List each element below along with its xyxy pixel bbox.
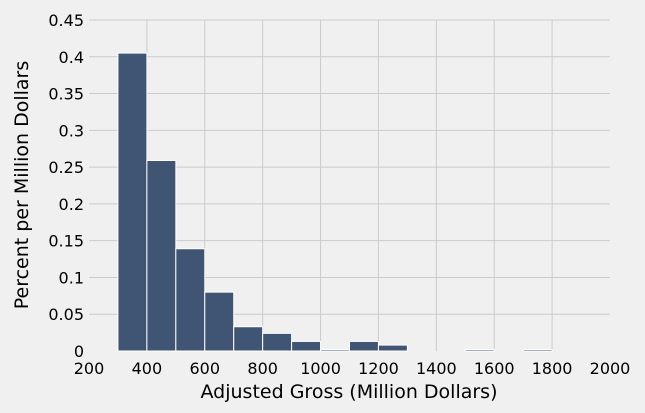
y-tick-label: 0 [74, 342, 84, 361]
x-tick-label: 1600 [474, 359, 515, 378]
x-tick-label: 600 [190, 359, 221, 378]
y-tick-label: 0.4 [59, 48, 84, 67]
histogram-bar [175, 248, 206, 352]
histogram-bar [377, 344, 408, 352]
y-axis-label: Percent per Million Dollars [11, 61, 33, 310]
histogram-bar [204, 291, 235, 352]
histogram-bars [117, 52, 553, 352]
y-tick-label: 0.3 [59, 121, 84, 140]
y-tick-label: 0.1 [59, 268, 84, 287]
y-tick-label: 0.35 [48, 85, 84, 104]
histogram-bar [320, 349, 350, 352]
y-tick-label: 0.15 [48, 232, 84, 251]
x-tick-label: 200 [74, 359, 105, 378]
x-tick-label: 2000 [590, 359, 631, 378]
histogram-bar [464, 349, 495, 352]
x-tick-label: 1400 [416, 359, 457, 378]
histogram-bar [522, 349, 553, 352]
x-tick-label: 1000 [300, 359, 341, 378]
x-axis-tick-labels: 200 400 600 800 1000 1200 1400 1600 1800 2000 [74, 359, 631, 378]
x-tick-label: 800 [247, 359, 278, 378]
histogram-bar [233, 326, 264, 352]
x-tick-label: 400 [132, 359, 163, 378]
histogram-bar [146, 159, 177, 352]
x-tick-label: 1800 [532, 359, 573, 378]
x-axis-label: Adjusted Gross (Million Dollars) [201, 381, 498, 403]
y-tick-label: 0.05 [48, 305, 84, 324]
histogram-bar [291, 340, 322, 352]
histogram-bar [117, 52, 148, 352]
x-tick-label: 1200 [358, 359, 399, 378]
histogram-bar [349, 340, 379, 352]
y-tick-label: 0.45 [48, 11, 84, 30]
y-tick-label: 0.25 [48, 158, 84, 177]
y-tick-label: 0.2 [59, 195, 84, 214]
y-axis-tick-labels: 0 0.05 0.1 0.15 0.2 0.25 0.3 0.35 0.4 0.45 [48, 11, 84, 361]
histogram-bar [262, 332, 293, 352]
